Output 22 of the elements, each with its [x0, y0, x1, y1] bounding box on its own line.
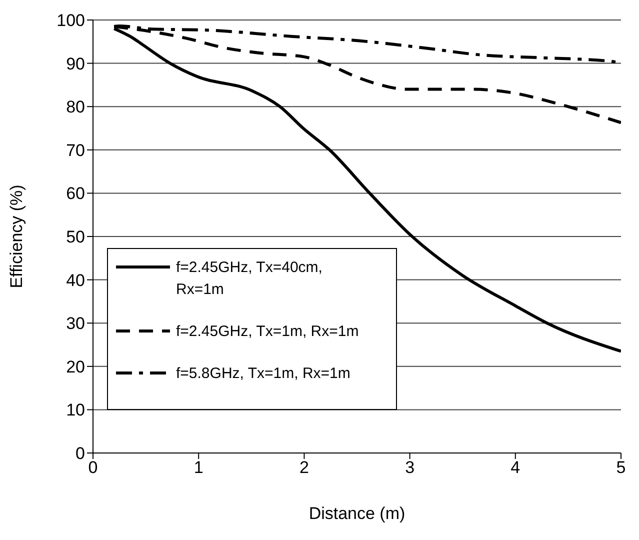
x-tick-label: 2 — [299, 458, 309, 478]
y-tick-label: 10 — [66, 400, 85, 420]
y-tick-label: 60 — [66, 184, 85, 204]
y-tick-label: 0 — [76, 444, 85, 464]
y-tick-label: 40 — [66, 270, 85, 290]
y-tick-label: 20 — [66, 357, 85, 376]
legend-label: f=5.8GHz, Tx=1m, Rx=1m — [176, 364, 350, 384]
x-tick-label: 3 — [405, 458, 415, 478]
y-axis-title: Efficiency (%) — [7, 184, 26, 288]
x-tick-label: 1 — [194, 458, 204, 478]
y-tick-label: 30 — [66, 314, 85, 334]
legend-label: f=2.45GHz, Tx=40cm, Rx=1m — [176, 258, 324, 300]
y-tick-label: 90 — [66, 54, 85, 74]
y-tick-label: 50 — [66, 228, 85, 247]
x-tick-label: 0 — [88, 458, 98, 478]
x-tick-label: 4 — [510, 458, 520, 478]
y-tick-label: 70 — [66, 140, 85, 160]
x-axis-title: Distance (m) — [308, 504, 406, 523]
x-tick-label: 5 — [616, 458, 626, 478]
y-tick-label: 100 — [56, 11, 85, 30]
legend-label: f=2.45GHz, Tx=1m, Rx=1m — [176, 322, 359, 342]
y-tick-label: 80 — [66, 98, 85, 117]
